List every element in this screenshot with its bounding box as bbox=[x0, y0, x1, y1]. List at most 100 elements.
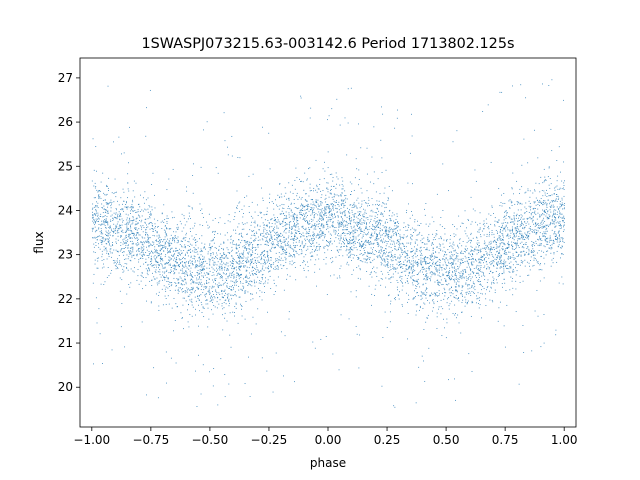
data-point bbox=[434, 274, 436, 276]
data-point bbox=[442, 210, 444, 211]
data-point bbox=[534, 229, 536, 231]
data-point bbox=[209, 243, 211, 245]
data-point bbox=[314, 238, 315, 240]
data-point bbox=[373, 243, 375, 245]
data-point bbox=[356, 224, 358, 226]
data-point bbox=[215, 290, 217, 292]
data-point bbox=[266, 224, 268, 226]
data-point bbox=[245, 269, 247, 271]
data-point bbox=[219, 263, 221, 265]
data-point bbox=[441, 284, 443, 286]
data-point bbox=[285, 229, 287, 230]
data-point bbox=[423, 360, 424, 362]
data-point bbox=[234, 216, 236, 218]
data-point bbox=[504, 226, 506, 228]
data-point bbox=[143, 227, 145, 228]
data-point bbox=[499, 245, 501, 247]
data-point bbox=[366, 147, 368, 149]
data-point bbox=[228, 214, 230, 216]
data-point bbox=[412, 284, 414, 286]
data-point bbox=[257, 253, 259, 255]
data-point bbox=[155, 240, 157, 241]
data-point bbox=[544, 263, 546, 265]
data-point bbox=[145, 241, 147, 243]
data-point bbox=[410, 276, 412, 278]
data-point bbox=[403, 270, 405, 272]
data-point bbox=[124, 231, 126, 233]
data-point bbox=[254, 261, 256, 263]
data-point bbox=[310, 227, 312, 228]
data-point bbox=[312, 239, 314, 241]
data-point bbox=[487, 279, 489, 281]
data-point bbox=[452, 224, 454, 226]
data-point bbox=[541, 223, 543, 225]
data-point bbox=[104, 225, 106, 227]
data-point bbox=[198, 276, 200, 278]
data-point bbox=[518, 215, 520, 216]
data-point bbox=[455, 275, 457, 277]
data-point bbox=[348, 264, 350, 266]
data-point bbox=[556, 201, 558, 202]
data-point bbox=[129, 221, 131, 223]
data-point bbox=[103, 246, 105, 248]
data-point bbox=[136, 279, 138, 281]
data-point bbox=[367, 251, 368, 253]
data-point bbox=[316, 285, 317, 287]
data-point bbox=[197, 296, 199, 298]
data-point bbox=[123, 152, 125, 154]
data-point bbox=[241, 253, 243, 255]
data-point bbox=[161, 258, 163, 259]
data-point bbox=[167, 242, 169, 244]
data-point bbox=[213, 305, 215, 306]
data-point bbox=[285, 224, 287, 226]
data-point bbox=[370, 262, 372, 264]
data-point bbox=[244, 318, 246, 320]
data-point bbox=[123, 238, 125, 240]
data-point bbox=[419, 305, 421, 307]
data-point bbox=[369, 261, 371, 263]
data-point bbox=[408, 256, 410, 258]
data-point bbox=[177, 250, 179, 252]
data-point bbox=[551, 244, 553, 246]
data-point bbox=[347, 210, 349, 212]
data-point bbox=[301, 243, 303, 245]
data-point bbox=[455, 234, 457, 236]
data-point bbox=[259, 271, 261, 273]
data-point bbox=[554, 226, 556, 228]
data-point bbox=[563, 195, 565, 197]
data-point bbox=[538, 225, 540, 227]
data-point bbox=[327, 245, 329, 247]
data-point bbox=[195, 260, 196, 262]
data-point bbox=[253, 263, 255, 264]
data-point bbox=[266, 239, 268, 241]
data-point bbox=[531, 245, 533, 247]
data-point bbox=[530, 256, 532, 258]
data-point bbox=[425, 288, 427, 290]
data-point bbox=[241, 305, 243, 307]
data-point bbox=[461, 222, 463, 224]
data-point bbox=[162, 246, 164, 248]
data-point bbox=[385, 206, 387, 208]
data-point bbox=[183, 284, 185, 286]
data-point bbox=[359, 211, 361, 213]
data-point bbox=[147, 197, 149, 199]
data-point bbox=[130, 237, 131, 239]
data-point bbox=[544, 239, 546, 241]
data-point bbox=[301, 240, 303, 242]
data-point bbox=[362, 244, 364, 246]
data-point bbox=[369, 220, 371, 222]
data-point bbox=[507, 258, 509, 260]
data-point bbox=[221, 305, 223, 307]
data-point bbox=[492, 272, 494, 273]
data-point bbox=[150, 214, 152, 216]
data-point bbox=[156, 262, 158, 263]
data-point bbox=[350, 194, 351, 195]
data-point bbox=[563, 229, 565, 231]
data-point bbox=[252, 240, 254, 242]
data-point bbox=[341, 212, 343, 213]
data-point bbox=[438, 275, 440, 277]
data-point bbox=[515, 260, 517, 262]
data-point bbox=[169, 228, 171, 230]
data-point bbox=[358, 239, 360, 241]
data-point bbox=[126, 202, 127, 204]
